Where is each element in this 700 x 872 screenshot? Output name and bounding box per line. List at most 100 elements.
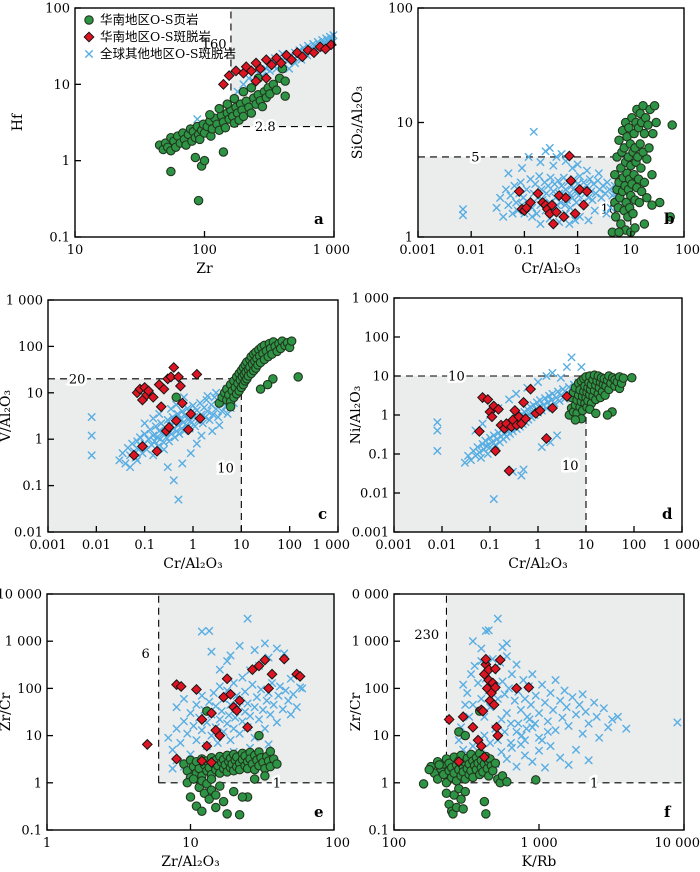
legend-label: 华南地区O-S页岩	[100, 12, 199, 27]
svg-text:10 000: 10 000	[350, 588, 389, 603]
svg-text:100: 100	[325, 836, 350, 851]
axis-ticks: 0.001 0.01 0.1 1 10 100 1 10 100	[388, 2, 700, 259]
svg-text:100: 100	[364, 682, 389, 697]
svg-text:10: 10	[26, 386, 43, 401]
svg-text:10: 10	[67, 243, 84, 258]
series-south_china_shale	[418, 706, 541, 819]
svg-text:0.1: 0.1	[21, 824, 42, 839]
panel-letter-e: e	[314, 803, 324, 821]
svg-text:0.01: 0.01	[14, 526, 43, 541]
svg-text:0.01: 0.01	[82, 538, 111, 553]
svg-text:0.1: 0.1	[49, 231, 70, 246]
refline-label: 1	[590, 776, 598, 791]
x-axis-title: Zr	[196, 261, 213, 277]
svg-text:1: 1	[189, 538, 197, 553]
series-south_china_bentonite	[217, 39, 337, 90]
x-axis-title: Zr/Al₂O₃	[161, 854, 219, 870]
svg-text:10: 10	[25, 729, 42, 744]
axis-ticks: 100 1 000 10 000 0.1 1 10 100 1 000 10 000	[350, 588, 700, 852]
series-south_china_bentonite	[443, 653, 535, 768]
refline-label: 6	[141, 647, 149, 662]
panel-letter-a: a	[314, 210, 324, 228]
panel-letter-b: b	[664, 210, 675, 228]
svg-text:1 000: 1 000	[6, 294, 43, 309]
svg-text:1 000: 1 000	[313, 243, 350, 258]
svg-text:1: 1	[534, 538, 542, 553]
svg-text:0.1: 0.1	[22, 479, 43, 494]
svg-text:0.1: 0.1	[514, 243, 535, 258]
axis-ticks: 10 100 1 000 0.1 1 10 100	[45, 2, 350, 259]
svg-text:0.1: 0.1	[368, 448, 389, 463]
reference-lines	[48, 378, 242, 532]
svg-text:0.01: 0.01	[360, 487, 389, 502]
svg-text:0.1: 0.1	[480, 538, 501, 553]
chart-panel-b: 5 100.001 0.01 0.1 1 10 100 1 10 100 Cr/Al₂O₃ SiO₂/…	[350, 2, 700, 278]
series-south_china_bentonite	[513, 150, 593, 230]
svg-text:1: 1	[43, 836, 51, 851]
svg-text:0.1: 0.1	[134, 538, 155, 553]
x-axis-title: Cr/Al₂O₃	[521, 261, 580, 277]
series-south_china_shale	[179, 706, 282, 820]
svg-text:10 000: 10 000	[655, 836, 700, 851]
svg-text:1 000: 1 000	[352, 635, 389, 650]
panel-letter-d: d	[662, 505, 673, 523]
svg-text:100: 100	[277, 538, 302, 553]
svg-text:10: 10	[578, 538, 595, 553]
refline-label: 230	[414, 628, 439, 643]
reference-lines	[445, 594, 684, 784]
y-axis-title: Ni/Al₂O₃	[350, 386, 364, 445]
svg-text:1 000: 1 000	[5, 635, 42, 650]
svg-text:1: 1	[381, 409, 389, 424]
svg-text:0.001: 0.001	[352, 526, 389, 541]
y-axis-title: V/Al₂O₃	[0, 390, 14, 443]
svg-text:0.01: 0.01	[428, 538, 457, 553]
svg-text:100: 100	[45, 2, 70, 17]
legend-label: 全球其他地区O-S斑脱岩	[100, 46, 236, 61]
y-axis-title: Zr/Cr	[350, 692, 364, 731]
refline-label: 5	[471, 150, 479, 165]
svg-text:1 000: 1 000	[352, 292, 389, 307]
svg-text:1 000: 1 000	[663, 538, 700, 553]
svg-text:100: 100	[192, 243, 217, 258]
svg-text:100: 100	[388, 2, 413, 17]
x-axis-title: Cr/Al₂O₃	[163, 556, 222, 572]
axis-ticks: 0.001 0.01 0.1 1 10 100 1 000 0.001 0.01 0.1 1 10 10…	[352, 292, 700, 554]
refline-label: 10	[448, 370, 465, 385]
svg-text:10: 10	[396, 116, 413, 131]
panel-letter-f: f	[664, 803, 672, 821]
x-axis-title: Cr/Al₂O₃	[508, 556, 567, 572]
svg-text:10: 10	[53, 78, 70, 93]
svg-text:100: 100	[622, 538, 647, 553]
svg-text:1: 1	[381, 776, 389, 791]
svg-text:100: 100	[675, 243, 700, 258]
svg-text:100: 100	[17, 682, 42, 697]
legend-label: 华南地区O-S斑脱岩	[100, 29, 211, 44]
svg-text:100: 100	[382, 836, 407, 851]
chart-panel-f: 230 1 100 1 000 10 000 0.1 1 10 100 1 000 10 000 K/…	[350, 588, 700, 871]
refline-label: 2.8	[255, 120, 276, 135]
series-south_china_bentonite	[473, 383, 573, 477]
x-axis-title: K/Rb	[522, 854, 557, 870]
reference-lines	[230, 8, 334, 128]
refline-label: 20	[69, 372, 86, 387]
svg-text:1: 1	[34, 776, 42, 791]
series-south_china_bentonite	[141, 653, 306, 768]
refline-label: 1	[273, 776, 281, 791]
series-south_china_shale	[607, 101, 677, 238]
series-south_china_shale	[511, 370, 637, 425]
refline-label: 10	[562, 459, 579, 474]
reference-lines	[394, 375, 587, 532]
svg-text:0.001: 0.001	[375, 538, 412, 553]
svg-text:0.01: 0.01	[457, 243, 486, 258]
refline-label: 160	[202, 37, 227, 52]
svg-text:0.001: 0.001	[29, 538, 66, 553]
svg-text:10: 10	[233, 538, 250, 553]
svg-text:1: 1	[35, 433, 43, 448]
svg-text:1 000: 1 000	[520, 836, 557, 851]
svg-text:10: 10	[372, 370, 389, 385]
svg-text:100: 100	[364, 331, 389, 346]
